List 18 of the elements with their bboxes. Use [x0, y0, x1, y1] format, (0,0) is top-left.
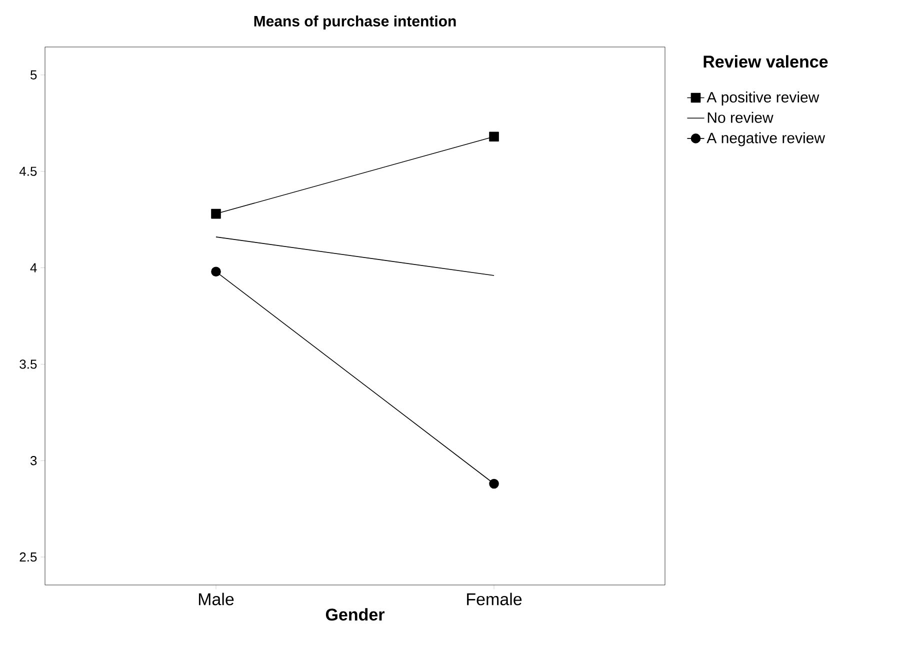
y-tick-label: 3: [30, 456, 37, 466]
y-tick-label: 3.5: [20, 360, 37, 369]
legend-title: Review valence: [704, 55, 828, 68]
point: [211, 208, 221, 219]
x-axis-title: Gender: [326, 608, 384, 621]
chart-title: Means of purchase intention: [254, 15, 456, 30]
point: [489, 478, 499, 489]
x-tick-label: Male: [198, 592, 234, 606]
y-tick-label: 5: [30, 70, 37, 80]
point: [211, 266, 221, 277]
legend-label: No review: [708, 112, 774, 123]
y-tick-label: 2.5: [20, 552, 37, 562]
legend-label: A positive review: [706, 92, 820, 106]
point: [489, 132, 499, 142]
legend-label: A negative review: [706, 132, 826, 146]
y-tick-label: 4.5: [19, 166, 37, 176]
y-tick-label: 4: [30, 263, 37, 272]
x-tick-label: Female: [467, 592, 522, 606]
